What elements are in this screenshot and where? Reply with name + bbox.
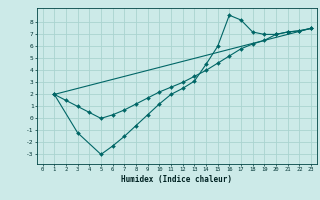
X-axis label: Humidex (Indice chaleur): Humidex (Indice chaleur) — [121, 175, 232, 184]
